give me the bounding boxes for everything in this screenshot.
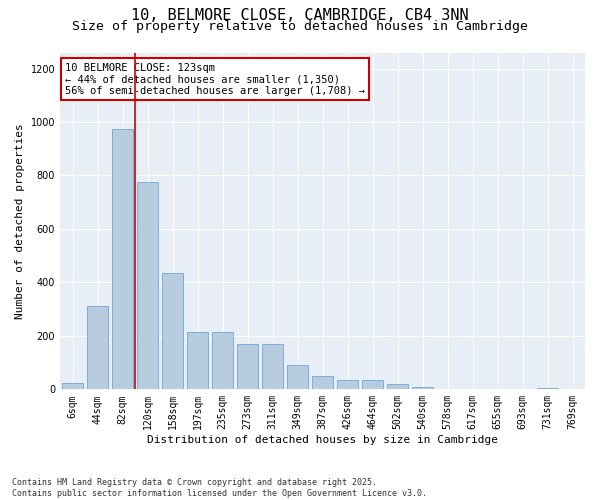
- X-axis label: Distribution of detached houses by size in Cambridge: Distribution of detached houses by size …: [147, 435, 498, 445]
- Bar: [212, 332, 233, 390]
- Bar: [137, 182, 158, 390]
- Bar: [262, 344, 283, 390]
- Bar: [412, 386, 433, 390]
- Y-axis label: Number of detached properties: Number of detached properties: [15, 123, 25, 319]
- Text: Size of property relative to detached houses in Cambridge: Size of property relative to detached ho…: [72, 20, 528, 33]
- Text: 10, BELMORE CLOSE, CAMBRIDGE, CB4 3NN: 10, BELMORE CLOSE, CAMBRIDGE, CB4 3NN: [131, 8, 469, 22]
- Bar: [87, 306, 108, 390]
- Text: 10 BELMORE CLOSE: 123sqm
← 44% of detached houses are smaller (1,350)
56% of sem: 10 BELMORE CLOSE: 123sqm ← 44% of detach…: [65, 62, 365, 96]
- Bar: [287, 366, 308, 390]
- Bar: [62, 382, 83, 390]
- Bar: [312, 376, 333, 390]
- Bar: [362, 380, 383, 390]
- Bar: [237, 344, 258, 390]
- Bar: [387, 384, 408, 390]
- Text: Contains HM Land Registry data © Crown copyright and database right 2025.
Contai: Contains HM Land Registry data © Crown c…: [12, 478, 427, 498]
- Bar: [337, 380, 358, 390]
- Bar: [162, 273, 183, 390]
- Bar: [112, 128, 133, 390]
- Bar: [187, 332, 208, 390]
- Bar: [537, 388, 558, 390]
